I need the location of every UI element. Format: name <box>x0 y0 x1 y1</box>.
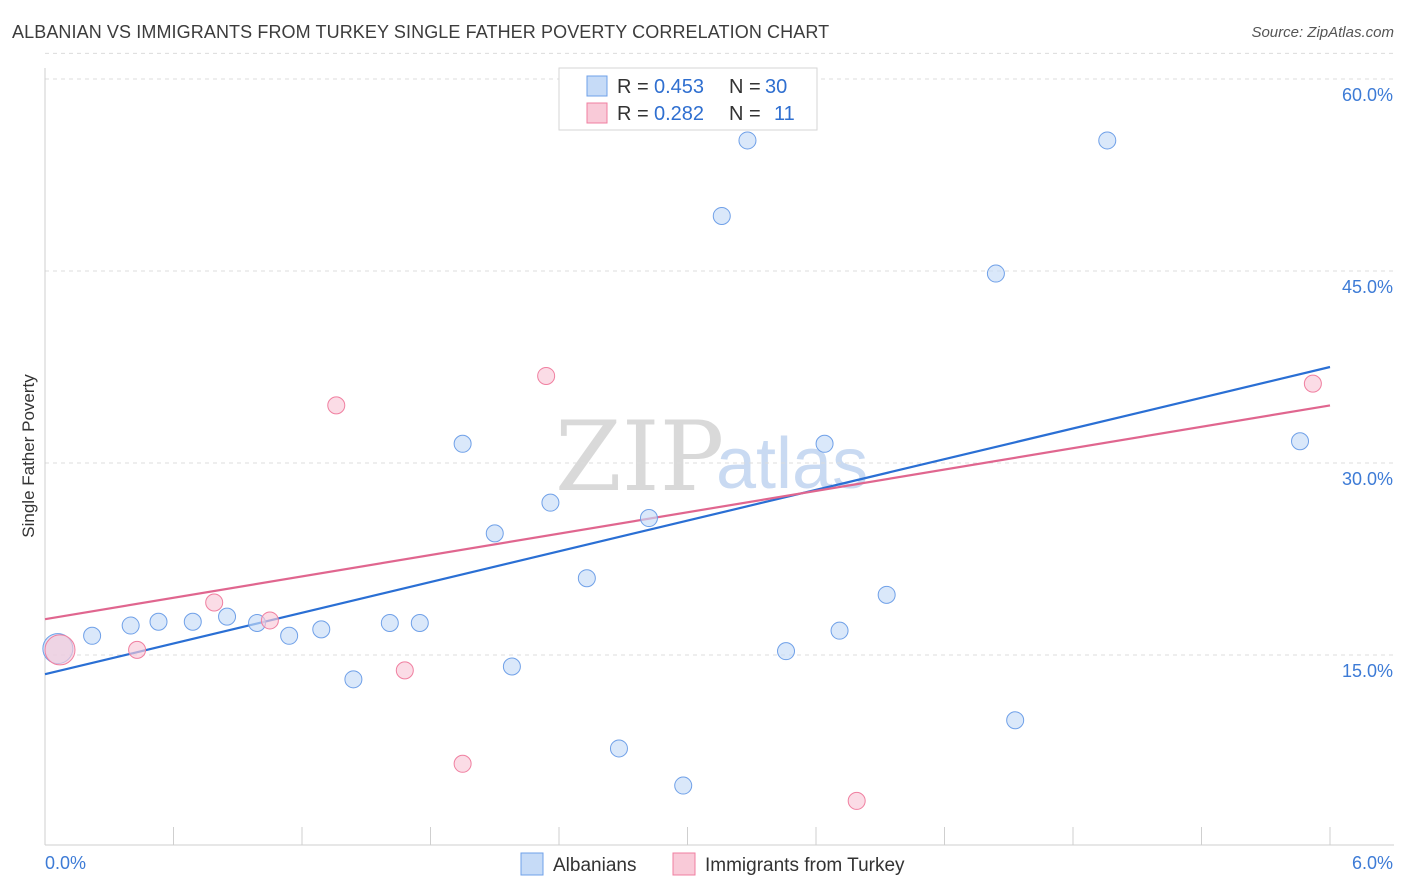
data-point <box>541 493 560 512</box>
data-point <box>537 366 556 385</box>
data-point <box>777 642 796 661</box>
data-point <box>395 661 414 680</box>
data-point <box>205 593 224 612</box>
data-point <box>830 621 849 640</box>
legend-n-value-2: 11 <box>774 103 795 125</box>
data-point <box>44 634 76 666</box>
source-label: Source: ZipAtlas.com <box>1251 24 1394 41</box>
watermark-zip: ZIP <box>555 401 724 513</box>
data-point <box>260 611 279 630</box>
legend-r-label-2: R = <box>617 103 649 125</box>
data-point <box>149 612 168 631</box>
data-point <box>1006 711 1025 730</box>
data-point <box>1303 374 1322 393</box>
legend-n-value-1: 30 <box>765 76 787 98</box>
data-point <box>128 640 147 659</box>
data-point <box>485 524 504 543</box>
data-point <box>712 206 731 225</box>
bottom-legend-swatch-albanians <box>520 852 544 876</box>
trend-line <box>44 404 1331 621</box>
data-point <box>183 612 202 631</box>
watermark: ZIP atlas <box>555 401 868 513</box>
bottom-legend-swatch-turkey <box>672 852 696 876</box>
data-point <box>83 626 102 645</box>
legend-n-label-2: N = <box>729 103 761 125</box>
y-tick-label: 15.0% <box>1342 661 1393 681</box>
data-point <box>738 131 757 150</box>
data-point <box>410 614 429 632</box>
x-tick-label: 0.0% <box>45 853 86 873</box>
y-axis-label: Single Father Poverty <box>19 374 38 538</box>
x-tick-label: 6.0% <box>1352 853 1393 873</box>
data-point <box>344 670 363 689</box>
data-point <box>986 264 1005 283</box>
chart-title: ALBANIAN VS IMMIGRANTS FROM TURKEY SINGL… <box>12 22 830 42</box>
data-point <box>121 616 140 635</box>
legend-swatch-albanians <box>586 75 608 97</box>
data-point <box>609 739 628 758</box>
data-point <box>877 585 896 604</box>
data-point <box>312 620 331 639</box>
data-point <box>577 569 596 588</box>
data-point <box>453 434 472 453</box>
legend-r-value-2: 0.282 <box>654 103 704 125</box>
data-point <box>327 396 346 415</box>
data-point <box>1291 432 1310 451</box>
legend-swatch-turkey <box>586 102 608 124</box>
y-tick-label: 45.0% <box>1342 277 1393 297</box>
data-point <box>380 614 399 632</box>
legend-bottom: Albanians Immigrants from Turkey <box>520 852 905 876</box>
bottom-legend-turkey: Immigrants from Turkey <box>705 855 905 876</box>
data-point <box>847 791 866 810</box>
y-tick-label: 60.0% <box>1342 85 1393 105</box>
data-point <box>453 754 472 773</box>
watermark-atlas: atlas <box>716 424 868 504</box>
legend-n-label-1: N = <box>729 76 761 98</box>
data-point <box>218 607 237 626</box>
data-point <box>815 434 834 453</box>
legend-r-value-1: 0.453 <box>654 76 704 98</box>
data-point <box>674 776 693 795</box>
bottom-legend-albanians: Albanians <box>553 855 636 876</box>
legend-r-label-1: R = <box>617 76 649 98</box>
data-point <box>639 509 658 528</box>
y-tick-label: 30.0% <box>1342 469 1393 489</box>
data-point <box>280 626 299 645</box>
data-point <box>1098 131 1117 150</box>
data-point <box>502 657 521 676</box>
legend-top: R = 0.453 N = 30 R = 0.282 N = 11 <box>558 67 818 131</box>
